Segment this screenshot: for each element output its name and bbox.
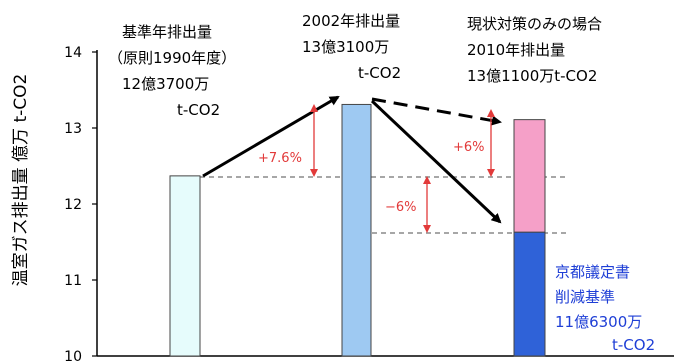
y-axis-label: 温室ガス排出量 億万 t-CO2 (11, 74, 31, 287)
y-tick-label: 13 (64, 121, 82, 137)
y2002-annot-line-1: 2002年排出量 (302, 12, 400, 30)
base-annot-line-1: 基準年排出量 (122, 23, 212, 41)
y-ticks: 10 11 12 13 14 (64, 45, 97, 362)
pct-minus6-label: −6% (385, 200, 417, 215)
y-tick-label: 12 (64, 197, 82, 213)
pct-plus6-label: +6% (453, 140, 485, 155)
base-annot-line-3: 12億3700万 (122, 75, 209, 93)
y2002-annot-line-3: t-CO2 (358, 64, 401, 82)
pct-up-label: +7.6% (258, 151, 302, 166)
base-annot-line-2: （原則1990年度） (108, 49, 236, 67)
y2010-annot-line-1: 現状対策のみの場合 (467, 15, 602, 33)
arrow-2002-to-kyoto (370, 99, 502, 224)
bar-2002 (341, 103, 372, 357)
y-tick-label: 10 (64, 349, 82, 362)
bars (169, 103, 546, 357)
y-tick-label: 14 (64, 45, 82, 61)
year-2002-annotation: 2002年排出量 13億3100万 t-CO2 (302, 12, 401, 82)
y-tick-label: 11 (64, 273, 82, 289)
base-year-annotation: 基準年排出量 （原則1990年度） 12億3700万 t-CO2 (108, 23, 236, 119)
kyoto-annot-line-4: t-CO2 (612, 336, 655, 354)
bar-2010-kyoto-target (513, 231, 546, 357)
base-annot-line-4: t-CO2 (177, 101, 220, 119)
kyoto-annot-line-3: 11億6300万 (555, 313, 642, 331)
bar-2010-current-excess (513, 119, 546, 233)
year-2010-annotation: 現状対策のみの場合 2010年排出量 13億1100万t-CO2 (467, 15, 602, 85)
kyoto-annot-line-2: 削減基準 (555, 288, 615, 306)
kyoto-annotation: 京都議定書 削減基準 11億6300万 t-CO2 (555, 263, 655, 354)
bar-base-year (169, 175, 201, 357)
y2010-annot-line-3: 13億1100万t-CO2 (467, 67, 597, 85)
kyoto-annot-line-1: 京都議定書 (555, 263, 630, 281)
y2010-annot-line-2: 2010年排出量 (467, 41, 565, 59)
y2002-annot-line-2: 13億3100万 (302, 38, 389, 56)
